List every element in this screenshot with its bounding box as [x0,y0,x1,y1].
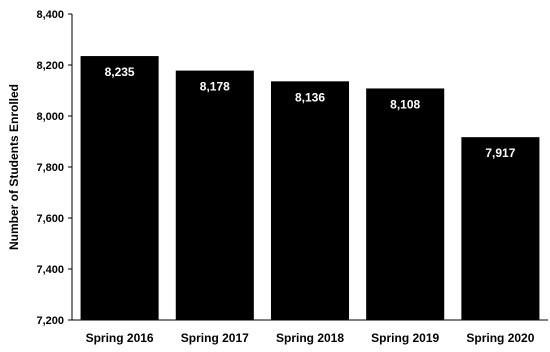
x-category-label: Spring 2017 [181,331,249,345]
bar [366,88,445,321]
y-tick-label: 8,200 [36,60,64,72]
y-tick-label: 7,400 [36,264,64,276]
y-axis-ticks: 7,200 7,400 7,600 7,800 8,000 8,200 8,400 [36,9,72,327]
x-axis-categories: Spring 2016 Spring 2017 Spring 2018 Spring … [86,331,535,345]
y-tick-label: 7,600 [36,213,64,225]
bar [80,56,159,320]
bar-value-label: 7,917 [485,146,515,160]
y-tick-label: 8,000 [36,111,64,123]
bar [270,81,350,320]
bar-value-label: 8,136 [295,90,325,104]
y-axis-title: Number of Students Enrolled [7,84,21,250]
x-category-label: Spring 2020 [466,331,534,345]
x-category-label: Spring 2016 [86,331,154,345]
bar-value-label: 8,178 [200,80,230,94]
bar-data-labels: 8,235 8,178 8,136 8,108 7,917 [105,65,516,160]
x-category-label: Spring 2018 [276,331,344,345]
bars [80,56,540,321]
x-category-label: Spring 2019 [371,331,439,345]
bar-value-label: 8,235 [105,65,135,79]
bar-value-label: 8,108 [390,97,420,111]
bar [175,70,254,320]
y-tick-label: 8,400 [36,9,64,21]
y-tick-label: 7,200 [36,315,64,327]
bar [461,137,540,320]
y-tick-label: 7,800 [36,162,64,174]
